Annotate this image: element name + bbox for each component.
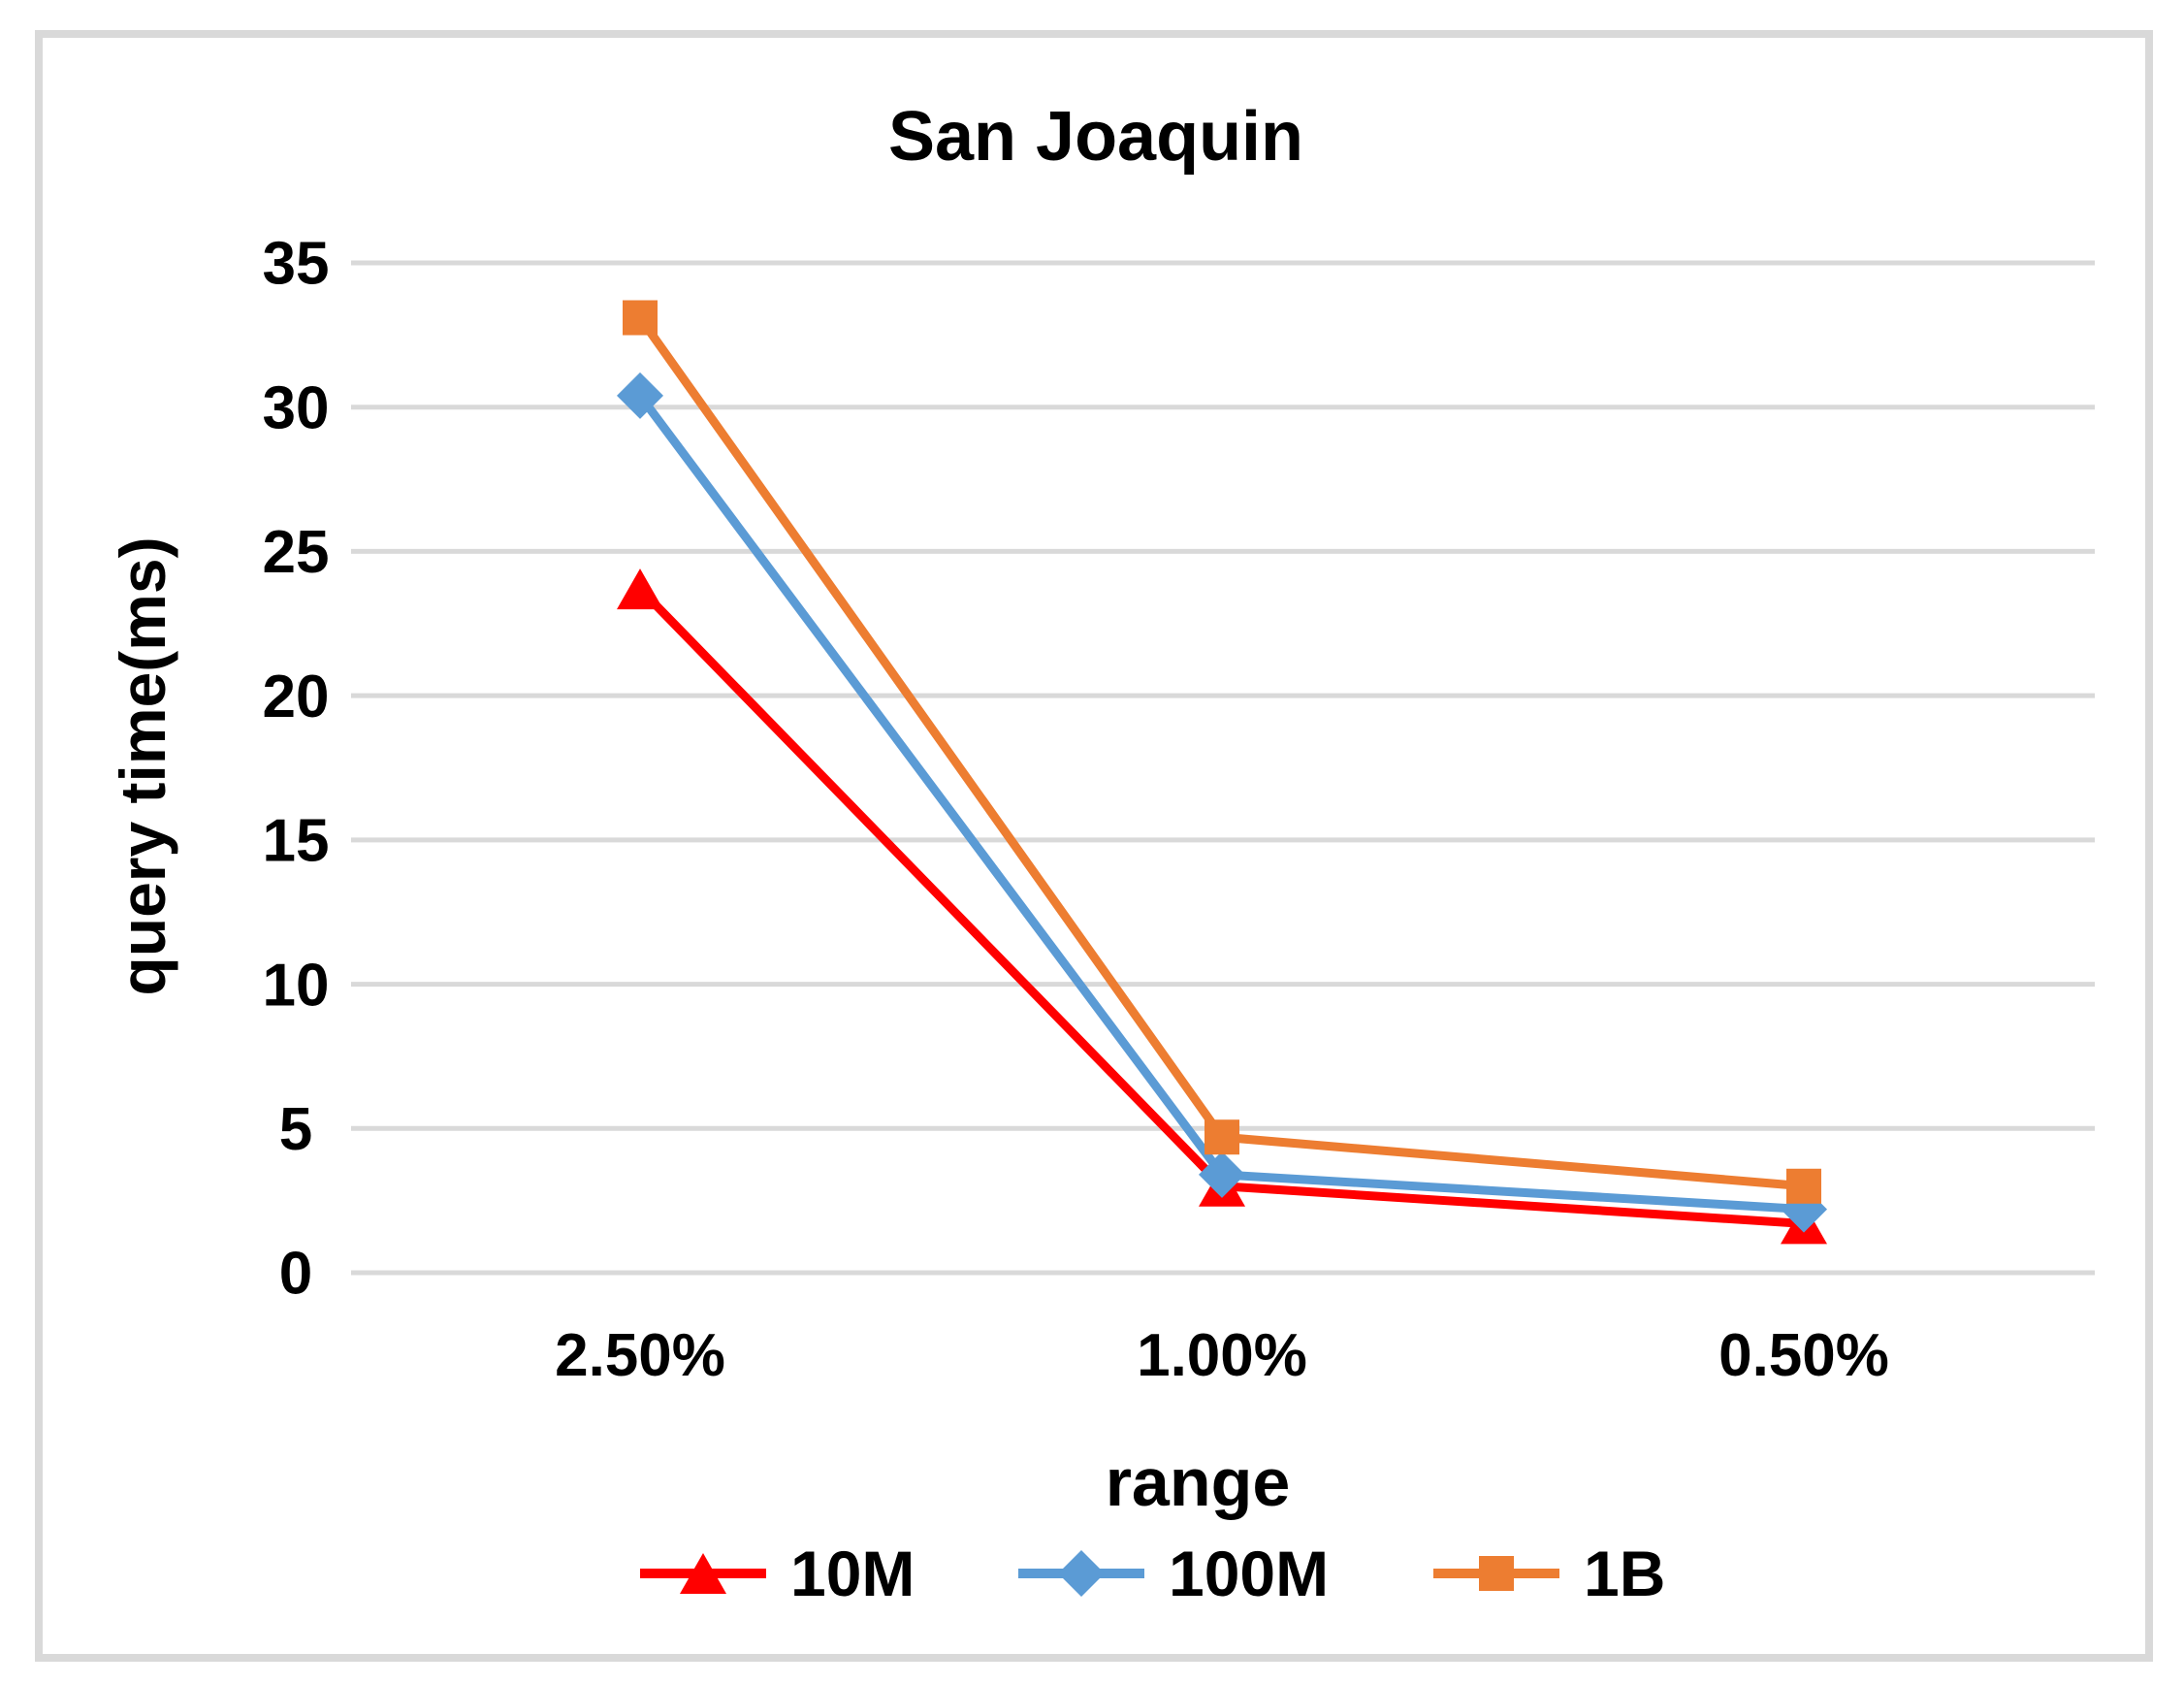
legend: 10M 100M 1B — [640, 1538, 1665, 1609]
y-tick-label-5: 5 — [279, 1096, 312, 1163]
x-tick-label-0.50%: 0.50% — [1718, 1322, 1889, 1389]
y-axis-tick-labels: 0 5 10 15 20 25 30 35 — [263, 231, 330, 1308]
legend-item-100M: 100M — [1018, 1538, 1329, 1609]
x-tick-label-1.00%: 1.00% — [1137, 1322, 1307, 1389]
legend-label-100M: 100M — [1169, 1538, 1329, 1609]
y-tick-label-30: 30 — [263, 374, 330, 441]
legend-item-10M: 10M — [640, 1538, 915, 1609]
series-100M — [617, 372, 1827, 1233]
marker-1B-0.50% — [1786, 1168, 1821, 1204]
chart-title: San Joaquin — [888, 98, 1303, 176]
legend-item-1B: 1B — [1433, 1538, 1665, 1609]
marker-100M-2.50% — [617, 372, 663, 419]
y-tick-label-35: 35 — [263, 231, 330, 298]
legend-marker-100M — [1058, 1550, 1105, 1597]
chart-border — [35, 30, 2153, 1662]
y-tick-label-10: 10 — [263, 952, 330, 1019]
legend-label-1B: 1B — [1584, 1538, 1665, 1609]
series-group — [617, 300, 1827, 1245]
series-1B — [623, 300, 1821, 1204]
marker-1B-1.00% — [1204, 1119, 1239, 1155]
y-tick-label-0: 0 — [279, 1241, 312, 1308]
x-axis-tick-labels: 2.50% 1.00% 0.50% — [555, 1322, 1889, 1389]
marker-10M-2.50% — [617, 568, 663, 610]
x-axis-title: range — [1106, 1444, 1291, 1520]
y-tick-label-20: 20 — [263, 664, 330, 730]
y-axis-title: query time(ms) — [107, 536, 178, 995]
y-tick-label-25: 25 — [263, 519, 330, 586]
marker-1B-2.50% — [623, 300, 658, 336]
legend-marker-10M — [680, 1553, 726, 1594]
legend-label-10M: 10M — [790, 1538, 915, 1609]
x-tick-label-2.50%: 2.50% — [555, 1322, 725, 1389]
legend-marker-1B — [1479, 1556, 1514, 1591]
y-tick-label-15: 15 — [263, 808, 330, 875]
marker-100M-1.00% — [1199, 1150, 1245, 1198]
